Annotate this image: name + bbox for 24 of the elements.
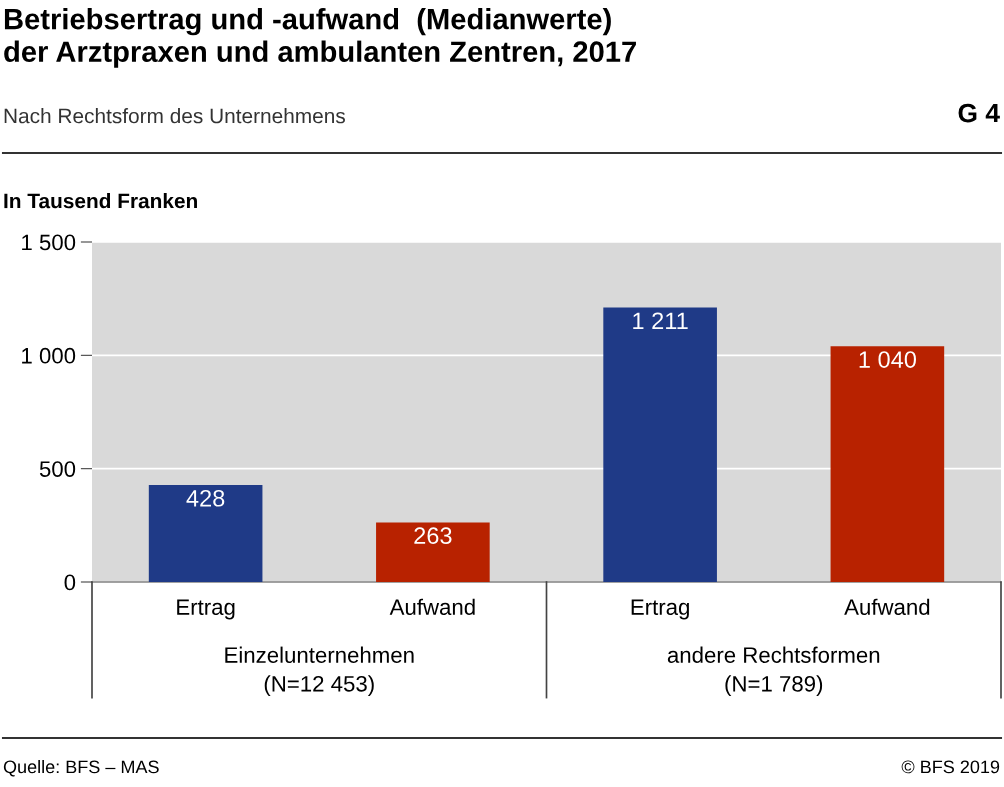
y-tick-label: 0 xyxy=(64,574,76,591)
y-axis-title: In Tausend Franken xyxy=(4,193,197,209)
bar xyxy=(603,307,717,582)
text: andere Rechtsformen (N=1 789) xyxy=(667,646,880,697)
chart-subtitle: Nach Rechtsform des Unternehmens xyxy=(4,108,345,124)
data-label: 263 xyxy=(414,527,452,545)
text: © BFS 2019 xyxy=(901,760,1000,774)
x-tick-label: Aufwand xyxy=(389,598,475,615)
data-label: 428 xyxy=(186,489,225,507)
x-tick-label: Aufwand xyxy=(844,598,930,615)
x-tick-label: Ertrag xyxy=(177,599,235,620)
y-tick-label: 500 xyxy=(39,461,76,477)
y-tick-label: 1 500 xyxy=(22,234,76,251)
chart-title: Betriebsertrag und -aufwand (Medianwerte) der Arztpraxen und ambulanten Zentren, 2017 xyxy=(4,8,636,68)
bar xyxy=(376,522,490,582)
y-tick-label: 1 000 xyxy=(22,347,76,364)
source-note: Quelle: BFS – MAS xyxy=(3,760,159,777)
text: Einzelunternehmen (N=12 453) xyxy=(225,646,414,697)
bar xyxy=(830,346,945,582)
data-label: 1 211 xyxy=(633,312,688,329)
x-tick-label: Ertrag xyxy=(631,599,689,620)
text: G 4 xyxy=(958,103,1000,123)
bar xyxy=(148,484,263,582)
data-label: 1 040 xyxy=(859,351,916,368)
